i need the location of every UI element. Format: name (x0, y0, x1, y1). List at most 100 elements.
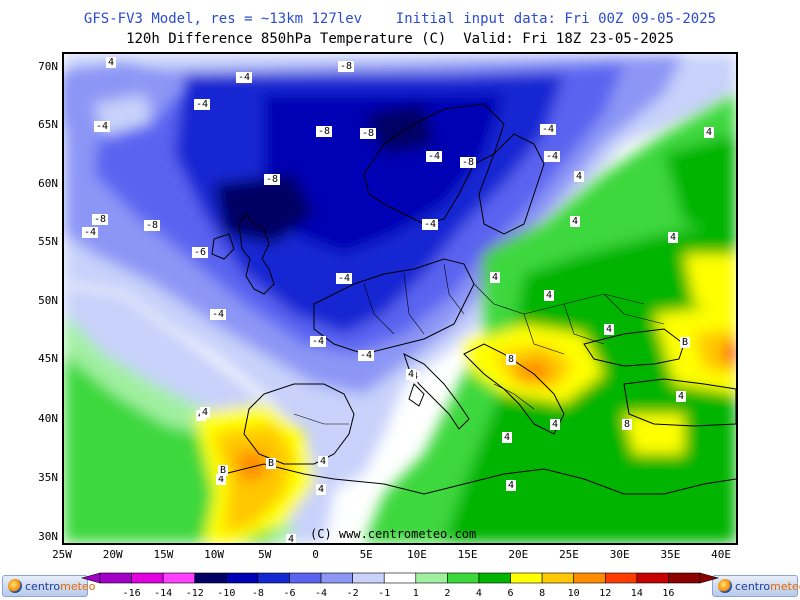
contour-label: B (266, 458, 277, 469)
shaded-field-warm (64, 64, 736, 543)
contour-label: -8 (316, 126, 333, 137)
color-scale-swatch (226, 572, 259, 584)
contour-label: 4 (604, 324, 615, 335)
color-scale-tick-label: -16 (122, 588, 141, 599)
color-scale-swatch (447, 572, 480, 584)
lat-label-40n: 40N (38, 412, 58, 425)
color-scale-swatch (99, 572, 132, 584)
contour-label: -6 (192, 247, 209, 258)
contour-label: 4 (286, 534, 297, 545)
contour-label: 4 (550, 419, 561, 430)
lat-label-60n: 60N (38, 177, 58, 190)
color-scale-swatch (194, 572, 227, 584)
color-scale-tick-label: 10 (567, 588, 580, 599)
lon-label-10w: 10W (204, 548, 225, 561)
centrometeo-logo-left[interactable]: centrometeo (2, 575, 95, 597)
color-scale-tick-label: -2 (346, 588, 359, 599)
color-scale-tick-label: -10 (217, 588, 236, 599)
lat-label-45n: 45N (38, 352, 58, 365)
lat-label-65n: 65N (38, 118, 58, 131)
logo-orb-icon (718, 579, 732, 593)
lon-label-20e: 20E (508, 548, 529, 561)
contour-label: 4 (570, 216, 581, 227)
color-scale-tick-label: -4 (315, 588, 328, 599)
color-scale-tick-label: 4 (475, 588, 482, 599)
map-panel: 4 -4 -8 -4 -4 -8 -8 -4 -8 -4 -4 -8 -8 -4 -8 -6 -4 -4 -4 -4 -… (62, 52, 738, 545)
color-scale-swatch (541, 572, 574, 584)
logo-text-a: centro (25, 580, 61, 593)
color-scale-swatch (636, 572, 669, 584)
lat-label-70n: 70N (38, 60, 58, 73)
centrometeo-logo-right[interactable]: centrometeo (712, 575, 800, 597)
color-scale (80, 572, 720, 584)
map-copyright: (C) www.centrometeo.com (310, 527, 477, 541)
lon-label-25e: 25E (559, 548, 579, 561)
logo-orb-icon (8, 579, 22, 593)
color-scale-swatch (604, 572, 638, 584)
color-scale-tick-label: 6 (507, 588, 514, 599)
contour-label: -4 (336, 273, 353, 284)
lon-label-30e: 30E (609, 548, 630, 561)
contour-label: 4 (544, 290, 555, 301)
contour-label: 4 (316, 484, 327, 495)
contour-label: 4 (216, 474, 227, 485)
contour-label: 4 (502, 432, 513, 443)
lon-label-5e: 5E (359, 548, 373, 561)
lon-label-0: 0 (312, 548, 319, 561)
contour-label: B (218, 465, 229, 476)
color-scale-swatch (668, 572, 701, 584)
color-scale-swatch (131, 572, 164, 584)
lat-label-50n: 50N (38, 294, 58, 307)
color-scale-swatch (573, 572, 606, 584)
contour-label: -4 (94, 121, 111, 132)
contour-label: -4 (82, 227, 99, 238)
contour-label: -4 (540, 124, 557, 135)
borders (293, 263, 665, 425)
lat-label-30n: 30N (38, 530, 58, 543)
lon-label-10e: 10E (406, 548, 427, 561)
lon-label-20w: 20W (102, 548, 123, 561)
color-scale-tick-label: -12 (185, 588, 204, 599)
color-scale-swatch (162, 572, 196, 584)
color-scale-swatch (510, 572, 543, 584)
contour-label: 4 (200, 407, 211, 418)
color-scale-tick-label: -1 (378, 588, 391, 599)
temperature-difference-map (64, 54, 736, 543)
contour-label: 4 (704, 127, 715, 138)
contour-label: -8 (144, 220, 161, 231)
contour-label: -4 (194, 99, 211, 110)
color-scale-swatch (478, 572, 511, 584)
contour-label: -4 (310, 336, 327, 347)
color-scale-tick-label: -14 (154, 588, 173, 599)
color-scale-tick-label: 1 (412, 588, 419, 599)
logo-text-a: centro (735, 580, 771, 593)
contour-label: -8 (264, 174, 281, 185)
contour-label: 8 (506, 354, 517, 365)
color-scale-swatch (289, 572, 322, 584)
color-scale-swatch (415, 572, 448, 584)
lon-label-25w: 25W (52, 548, 72, 561)
contour-label: -8 (460, 157, 477, 168)
color-scale-tick-label: 2 (444, 588, 451, 599)
contour-label: -4 (210, 309, 227, 320)
color-scale-arrow-left (80, 572, 101, 584)
lon-label-15w: 15W (153, 548, 174, 561)
contour-label: 4 (676, 391, 687, 402)
lon-label-15e: 15E (457, 548, 478, 561)
logo-text-b: meteo (60, 580, 96, 593)
lon-label-5w: 5W (258, 548, 272, 561)
lat-label-55n: 55N (38, 235, 58, 248)
lon-label-35e: 35E (660, 548, 681, 561)
contour-label: -8 (338, 61, 355, 72)
color-scale-tick-label: -6 (283, 588, 296, 599)
color-scale-tick-label: -8 (251, 588, 264, 599)
color-scale-swatch (383, 572, 417, 584)
lon-label-40e: 40E (711, 548, 732, 561)
contour-label: 8 (622, 419, 633, 430)
color-scale-arrow-right (699, 572, 720, 584)
color-scale-tick-label: 16 (662, 588, 675, 599)
contour-label: 4 (506, 480, 517, 491)
contour-label: B (680, 337, 691, 348)
contour-label: 4 (106, 57, 117, 68)
contour-label: 4 (406, 369, 417, 380)
